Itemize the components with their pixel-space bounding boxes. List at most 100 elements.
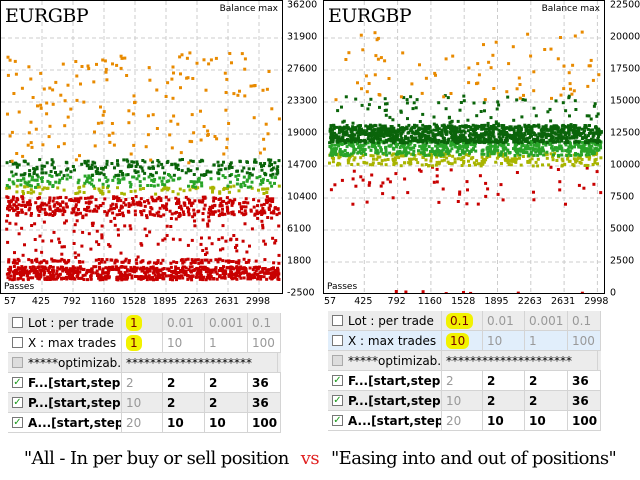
start-cell[interactable]: 2 bbox=[483, 371, 525, 390]
start-cell[interactable]: 2 bbox=[163, 373, 205, 392]
value-cell[interactable]: 1 bbox=[122, 313, 163, 332]
data-point bbox=[182, 201, 186, 205]
stop-cell[interactable]: 0.1 bbox=[568, 311, 601, 330]
data-point bbox=[273, 272, 277, 276]
stop-cell[interactable]: 36 bbox=[568, 371, 601, 390]
checkbox[interactable]: ✓ bbox=[332, 395, 343, 406]
value-cell[interactable]: 10 bbox=[442, 331, 483, 350]
value-cell[interactable]: ********************* bbox=[122, 353, 278, 372]
parameter-row[interactable]: *****optimizab... ********************* bbox=[8, 353, 281, 373]
data-point bbox=[233, 273, 237, 277]
data-point bbox=[364, 133, 368, 136]
data-point bbox=[546, 132, 550, 136]
start-cell[interactable]: 10 bbox=[483, 331, 525, 350]
start-cell[interactable]: 0.01 bbox=[483, 311, 525, 330]
data-point bbox=[12, 195, 15, 199]
data-point bbox=[567, 71, 571, 75]
value-cell[interactable]: 10 bbox=[442, 391, 483, 410]
data-point bbox=[48, 198, 52, 202]
start-cell[interactable]: 2 bbox=[163, 393, 205, 412]
parameter-row[interactable]: X : max trades ... 1 10 1 100 bbox=[8, 333, 281, 353]
value-cell[interactable]: ********************* bbox=[442, 351, 598, 370]
checkbox[interactable] bbox=[332, 355, 343, 366]
checkbox[interactable] bbox=[12, 337, 23, 348]
step-cell[interactable]: 10 bbox=[205, 413, 248, 432]
value-cell[interactable]: 2 bbox=[122, 373, 163, 392]
stop-cell[interactable]: 0.1 bbox=[248, 313, 281, 332]
data-point bbox=[567, 94, 571, 98]
data-point bbox=[512, 147, 515, 151]
step-cell[interactable]: 1 bbox=[205, 333, 248, 352]
checkbox[interactable]: ✓ bbox=[332, 375, 343, 386]
value-cell[interactable]: 20 bbox=[122, 413, 163, 432]
checkbox[interactable]: ✓ bbox=[12, 377, 23, 388]
checkbox[interactable] bbox=[12, 357, 23, 368]
data-point bbox=[417, 149, 420, 153]
data-point bbox=[182, 269, 186, 273]
value-cell[interactable]: 2 bbox=[442, 371, 483, 390]
data-point bbox=[475, 159, 479, 163]
data-point bbox=[152, 270, 156, 274]
step-cell[interactable]: 0.001 bbox=[205, 313, 248, 332]
stop-cell[interactable]: 36 bbox=[568, 391, 601, 410]
value-cell[interactable]: 20 bbox=[442, 411, 483, 430]
data-point bbox=[73, 266, 77, 270]
data-point bbox=[364, 124, 368, 128]
value-cell[interactable]: 1 bbox=[122, 333, 163, 352]
stop-cell[interactable]: 100 bbox=[568, 411, 601, 430]
data-point bbox=[15, 212, 19, 216]
step-cell[interactable]: 2 bbox=[525, 391, 568, 410]
data-point bbox=[100, 166, 103, 170]
data-point bbox=[330, 147, 334, 151]
data-point bbox=[516, 130, 520, 134]
step-cell[interactable]: 2 bbox=[205, 393, 248, 412]
step-cell[interactable]: 2 bbox=[525, 371, 568, 390]
start-cell[interactable]: 10 bbox=[483, 411, 525, 430]
stop-cell[interactable]: 100 bbox=[248, 333, 281, 352]
data-point bbox=[340, 150, 344, 154]
checkbox[interactable]: ✓ bbox=[12, 397, 23, 408]
value-cell[interactable]: 0.1 bbox=[442, 311, 483, 330]
data-point bbox=[29, 188, 33, 192]
data-point bbox=[216, 260, 220, 264]
checkbox[interactable] bbox=[12, 317, 23, 328]
data-point bbox=[174, 166, 178, 170]
data-point bbox=[101, 113, 105, 117]
step-cell[interactable]: 10 bbox=[525, 411, 568, 430]
data-point bbox=[270, 267, 274, 270]
checkbox[interactable] bbox=[332, 315, 343, 326]
step-cell[interactable]: 1 bbox=[525, 331, 568, 350]
data-point bbox=[202, 267, 206, 271]
data-point bbox=[427, 145, 431, 149]
checkbox[interactable]: ✓ bbox=[332, 415, 343, 426]
stop-cell[interactable]: 36 bbox=[248, 373, 281, 392]
stop-cell[interactable]: 100 bbox=[248, 413, 281, 432]
start-cell[interactable]: 10 bbox=[163, 333, 205, 352]
checkbox[interactable]: ✓ bbox=[12, 417, 23, 428]
parameter-row[interactable]: X : max trades ... 10 10 1 100 bbox=[328, 331, 601, 351]
checkbox[interactable] bbox=[332, 335, 343, 346]
stop-cell[interactable]: 36 bbox=[248, 393, 281, 412]
start-cell[interactable]: 10 bbox=[163, 413, 205, 432]
data-point bbox=[519, 126, 523, 130]
data-point bbox=[476, 202, 480, 206]
value-cell[interactable]: 10 bbox=[122, 393, 163, 412]
step-cell[interactable]: 0.001 bbox=[525, 311, 568, 330]
parameter-row[interactable]: Lot : per trade 0.1 0.01 0.001 0.1 bbox=[328, 311, 601, 331]
start-cell[interactable]: 2 bbox=[483, 391, 525, 410]
start-cell[interactable]: 0.01 bbox=[163, 313, 205, 332]
data-point bbox=[558, 144, 562, 148]
parameter-row[interactable]: Lot : per trade 1 0.01 0.001 0.1 bbox=[8, 313, 281, 333]
step-cell[interactable]: 2 bbox=[205, 373, 248, 392]
data-point bbox=[435, 146, 439, 150]
data-point bbox=[7, 199, 11, 203]
parameter-row[interactable]: *****optimizab... ********************* bbox=[328, 351, 601, 371]
data-point bbox=[374, 148, 378, 152]
stop-cell[interactable]: 100 bbox=[568, 331, 601, 350]
